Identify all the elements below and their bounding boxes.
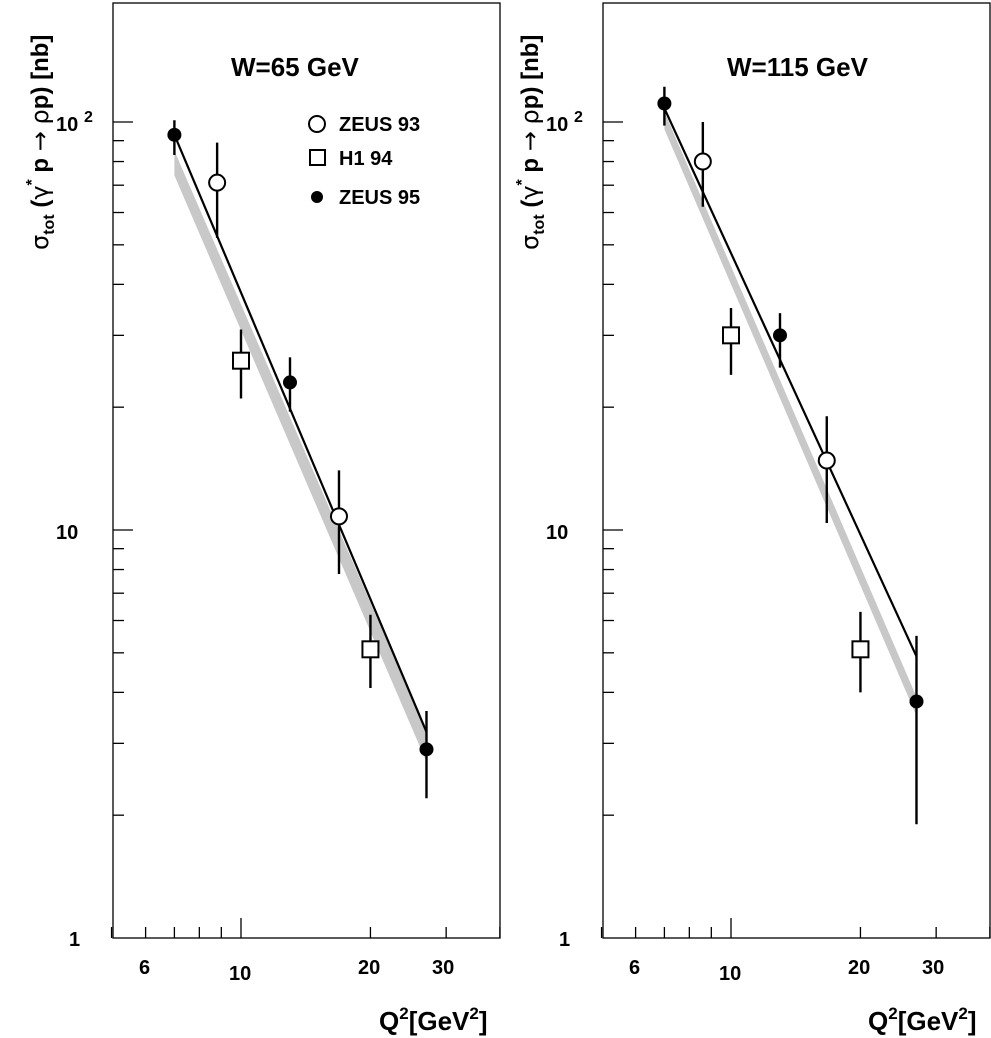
point-zeus95 xyxy=(419,742,434,757)
x-tick-label-10: 10 xyxy=(229,963,251,985)
y-tick-label-1: 1 xyxy=(69,929,80,951)
point-zeus95 xyxy=(909,694,924,709)
legend-label-h194: H1 94 xyxy=(339,148,393,170)
legend-label-zeus95: ZEUS 95 xyxy=(339,187,420,209)
point-zeus95 xyxy=(167,127,182,142)
y-tick-label-100-exp: 2 xyxy=(574,109,583,126)
legend: ZEUS 93 H1 94 ZEUS 95 xyxy=(308,114,420,209)
data-points xyxy=(657,86,924,825)
fit-line-segment xyxy=(173,134,428,733)
x-tick-label-30: 30 xyxy=(922,957,944,979)
point-zeus95 xyxy=(657,96,672,111)
panel-w65: W=65 GeV 1 10 10 2 6 10 20 30 Q2[GeV2] σ… xyxy=(24,2,501,1036)
x-tick-label-10: 10 xyxy=(719,963,741,985)
panel-title: W=115 GeV xyxy=(727,52,869,82)
point-zeus95 xyxy=(282,375,297,390)
y-tick-label-10: 10 xyxy=(56,522,78,544)
y-tick-label-100: 10 xyxy=(546,114,568,136)
point-h194 xyxy=(361,640,380,659)
uncertainty-band xyxy=(664,111,917,717)
x-tick-label-6: 6 xyxy=(629,957,640,979)
error-band xyxy=(664,111,917,717)
y-tick-label-100-exp: 2 xyxy=(84,109,93,126)
plot-frame xyxy=(112,2,501,939)
legend-marker-zeus95 xyxy=(311,191,323,203)
fit-line-segment xyxy=(663,107,918,657)
point-h194 xyxy=(722,326,740,345)
axis-ticks xyxy=(110,121,501,938)
uncertainty-band xyxy=(174,150,427,763)
y-axis-label: σtot (γ* p → ρp) [nb] xyxy=(514,35,548,250)
axis-ticks xyxy=(600,121,991,938)
legend-marker-zeus93 xyxy=(308,115,326,133)
plot-frame xyxy=(602,2,991,939)
x-tick-label-20: 20 xyxy=(358,957,380,979)
y-tick-label-10: 10 xyxy=(546,522,568,544)
x-axis-label: Q2[GeV2] xyxy=(379,1004,488,1036)
error-band xyxy=(174,150,427,763)
x-tick-label-30: 30 xyxy=(432,957,454,979)
x-axis-label: Q2[GeV2] xyxy=(868,1004,977,1036)
y-tick-label-100: 10 xyxy=(56,114,78,136)
point-h194 xyxy=(851,640,870,659)
legend-label-zeus93: ZEUS 93 xyxy=(339,114,420,136)
panel-w115: W=115 GeV 1 10 10 2 6 10 20 30 Q2[GeV2] … xyxy=(514,2,991,1036)
fit-line xyxy=(663,107,918,657)
point-zeus93 xyxy=(817,451,836,470)
panel-title: W=65 GeV xyxy=(231,52,360,82)
data-points xyxy=(167,120,434,799)
point-zeus95 xyxy=(772,328,787,343)
x-tick-label-6: 6 xyxy=(139,957,150,979)
x-tick-label-20: 20 xyxy=(848,957,870,979)
point-zeus93 xyxy=(208,173,227,192)
y-tick-label-1: 1 xyxy=(559,929,570,951)
fit-line xyxy=(173,134,428,733)
legend-marker-h194 xyxy=(309,149,326,166)
point-zeus93 xyxy=(693,152,712,171)
point-zeus93 xyxy=(329,507,348,526)
y-axis-label: σtot (γ* p → ρp) [nb] xyxy=(24,35,58,250)
point-h194 xyxy=(232,351,250,370)
